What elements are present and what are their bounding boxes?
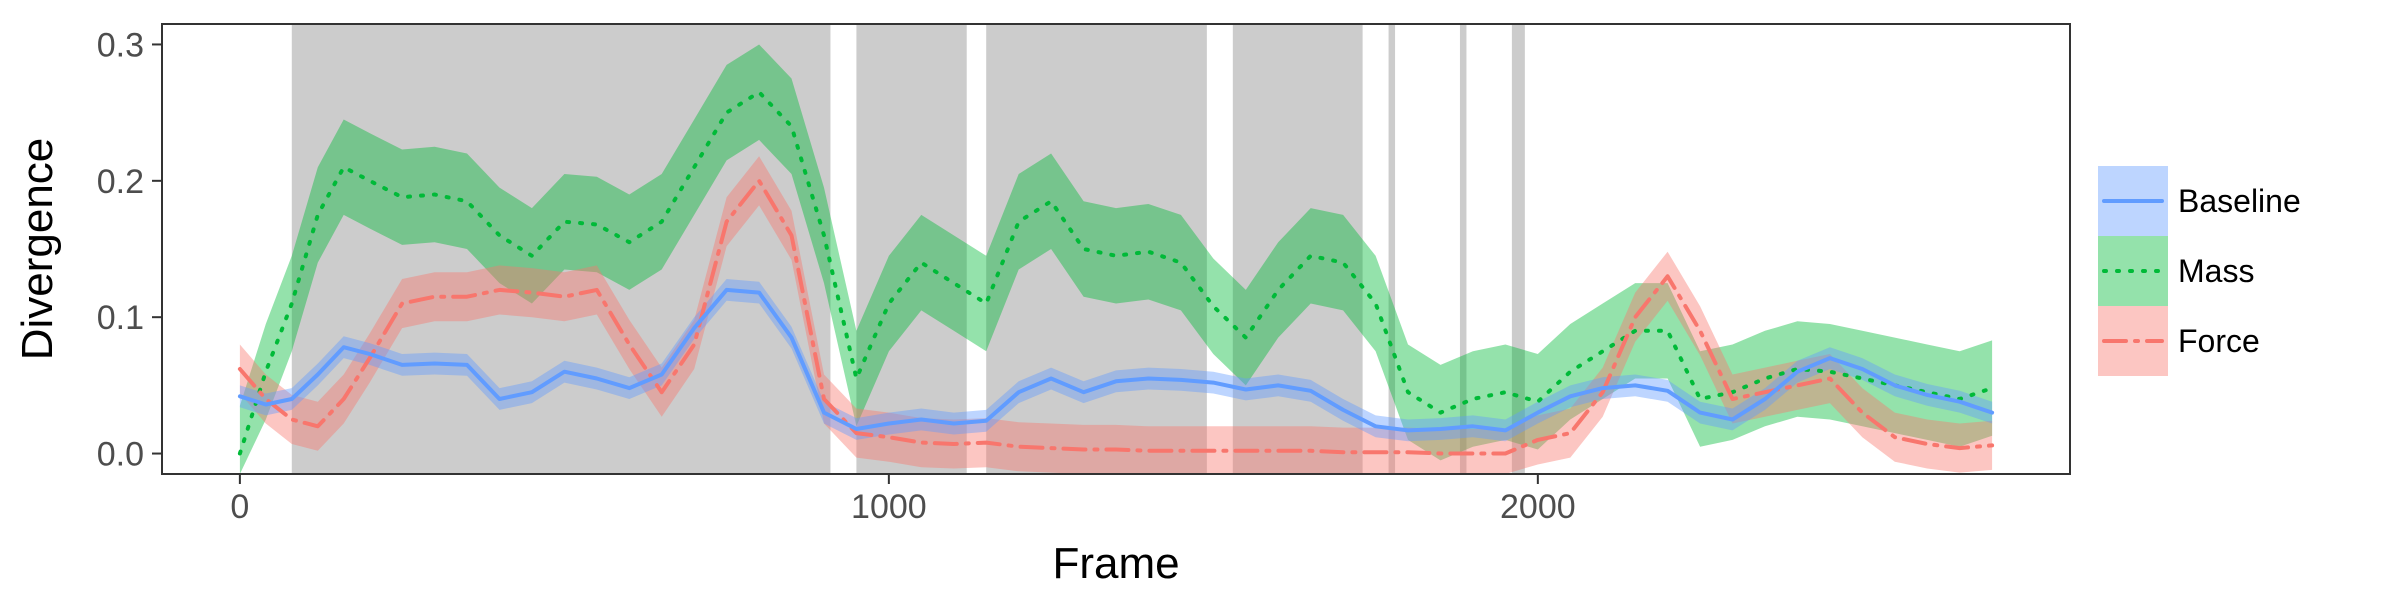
mass-band — [239, 44, 1993, 474]
legend: Baseline Mass Force — [2098, 166, 2301, 376]
legend-item-baseline: Baseline — [2098, 166, 2301, 236]
baseline-band — [239, 279, 1993, 442]
y-tick-label: 0.3 — [97, 26, 144, 64]
series-lines — [237, 90, 1995, 456]
legend-label-force: Force — [2178, 323, 2260, 359]
force-band — [239, 156, 1993, 475]
x-tick-label: 0 — [230, 488, 249, 526]
y-tick-label: 0.0 — [97, 436, 144, 474]
baseline-line — [237, 287, 1995, 433]
y-axis-title: Divergence — [13, 138, 62, 361]
mass-line — [237, 90, 1995, 456]
shaded-region-4 — [1388, 24, 1396, 474]
confidence-bands — [239, 44, 1993, 475]
force-line — [237, 178, 1995, 456]
y-tick-label: 0.2 — [97, 163, 144, 201]
x-axis-title: Frame — [1052, 539, 1179, 588]
legend-item-force: Force — [2098, 306, 2260, 376]
shaded-regions — [291, 24, 1525, 474]
x-axis: 0 1000 2000 — [230, 474, 1576, 526]
shaded-region-3 — [1232, 24, 1363, 474]
shaded-region-6 — [1511, 24, 1525, 474]
shaded-region-5 — [1459, 24, 1467, 474]
shaded-region-0 — [291, 24, 831, 474]
y-axis: 0.0 0.1 0.2 0.3 — [97, 26, 162, 474]
shaded-region-2 — [986, 24, 1207, 474]
shaded-region-1 — [856, 24, 967, 474]
x-tick-label: 1000 — [851, 488, 927, 526]
plot-panel-border — [161, 23, 2071, 475]
x-tick-label: 2000 — [1500, 488, 1576, 526]
legend-item-mass: Mass — [2098, 236, 2254, 306]
y-tick-label: 0.1 — [97, 299, 144, 337]
legend-label-baseline: Baseline — [2178, 183, 2301, 219]
legend-label-mass: Mass — [2178, 253, 2254, 289]
